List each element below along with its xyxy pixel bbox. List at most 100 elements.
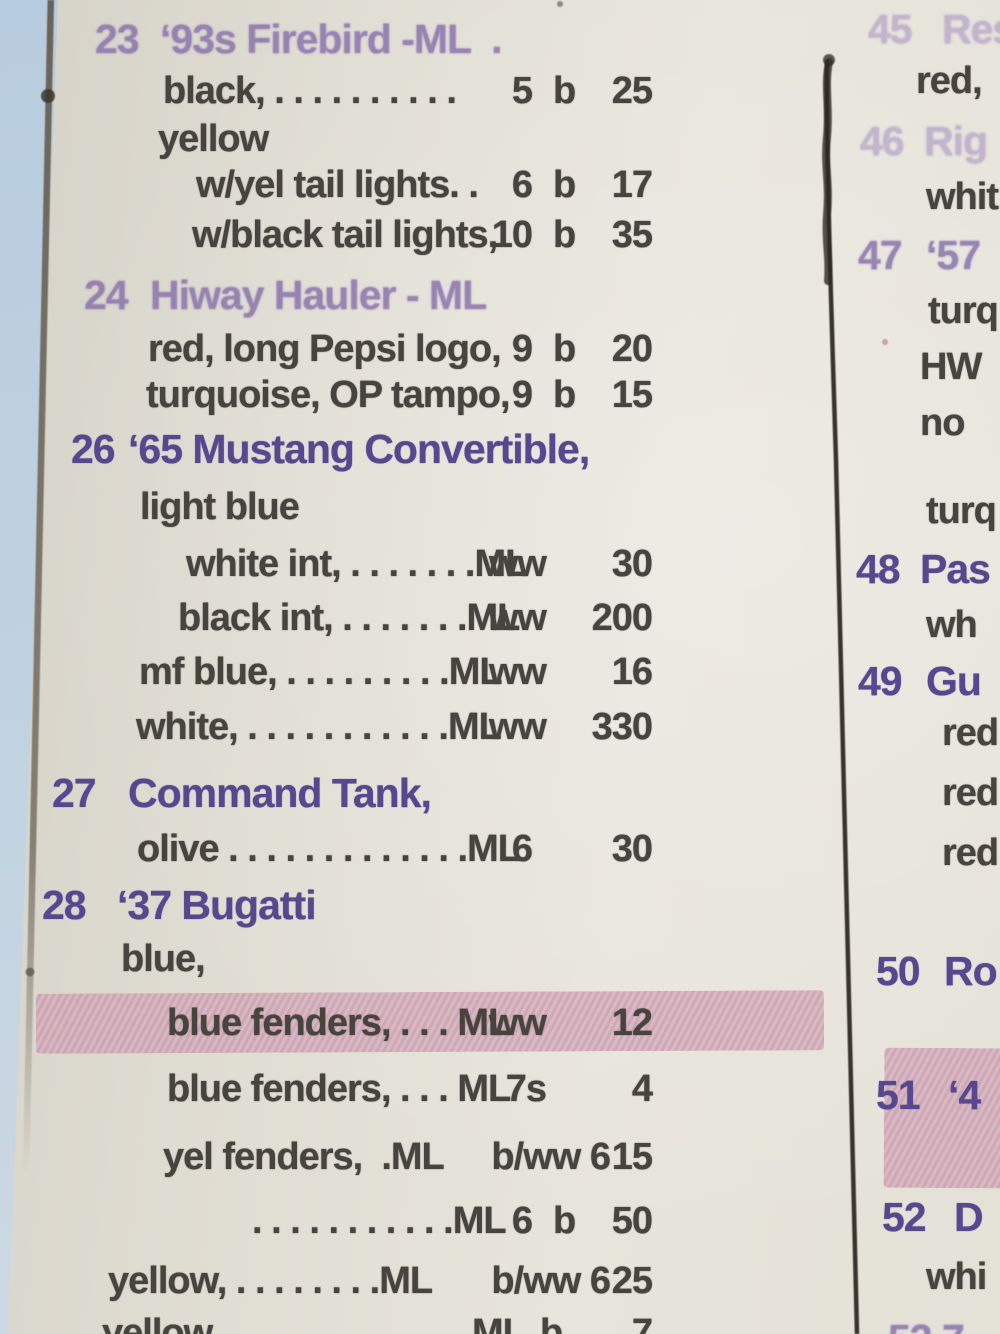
qty: ww [488,543,547,585]
qty: 10 [491,214,533,256]
variant-row-highlighted: blue fenders, . . . ML ww 12 [0,1002,832,1054]
item-title: Gu [926,658,982,704]
price: 50 [611,1200,653,1242]
price: 20 [611,328,653,370]
variant-desc: yellow [102,1312,213,1334]
variant-row: yellow [0,118,832,170]
variant-row: red [0,772,1000,824]
variant-desc: whit [926,176,999,218]
price: 35 [611,214,653,256]
variant-desc: blue, [121,938,206,980]
qty: 6 [511,1200,533,1242]
variant-row: white, . . . . . . . . . . .ML ww 330 [0,706,832,758]
variant-row: mf blue, . . . . . . . . .ML ww 16 [0,651,832,703]
qty: 5 [511,70,533,112]
item-title: ‘65 Mustang Convertible, [128,426,590,472]
item-heading-partial: 53 7 [0,1316,1000,1334]
variant-row: whit [0,176,1000,228]
price: 200 [591,597,653,639]
item-number: 53 7 [888,1316,965,1334]
qty: b/ww 6 [491,1260,611,1302]
variant-row: . . . . . . . . . . .ML b 6 50 [0,1200,832,1252]
variant-row: w/yel tail lights. . b 6 17 [0,164,832,216]
variant-desc: HW [920,346,982,388]
item-title: ‘93s Firebird -ML . [160,16,502,62]
variant-row: no [0,402,1000,454]
qty: 9 [511,374,533,416]
item-heading: 46 Rig [0,118,1000,170]
price: 15 [611,374,653,416]
variant-row: turq [0,490,1000,542]
code: b [553,328,576,370]
variant-desc: red, [916,60,983,102]
variant-desc: w/black tail lights, [192,214,498,256]
price: 30 [611,543,653,585]
item-number: 48 [856,546,901,592]
ink-blob [41,89,55,103]
item-number: 45 [868,6,913,52]
variant-desc: black, . . . . . . . . . . [163,70,457,112]
variant-row: whi [0,1256,1000,1308]
variant-desc: yellow, . . . . . . . .ML [108,1260,433,1302]
variant-row: yel fenders, .ML b/ww 6 15 [0,1136,832,1188]
qty: b [540,1312,563,1334]
item-title: Pas [920,546,991,592]
code: b [553,1200,576,1242]
variant-desc: blue fenders, . . . ML [167,1002,511,1044]
price: 17 [611,164,653,206]
variant-desc: white, . . . . . . . . . . .ML [136,706,502,748]
item-title: Rig [924,118,988,164]
variant-desc: yellow [158,118,269,160]
item-heading: 45 Res [0,6,1000,58]
qty: ww [488,706,547,748]
code: ML [472,1312,526,1334]
column-divider-ink-overlay [822,58,833,285]
code: b [553,214,576,256]
price: 16 [611,651,653,693]
qty: 7s [505,1068,547,1110]
qty: b/ww 6 [491,1136,611,1178]
variant-desc: black int, . . . . . . .ML [178,597,520,639]
variant-row-partial: yellow ML b 7 [0,1312,832,1334]
variant-row: white int, . . . . . . .ML ww 30 [0,543,832,595]
variant-desc: red, long Pepsi logo, [148,328,502,370]
ink-speck [557,1,563,7]
price: 4 [631,1068,653,1110]
price: 330 [591,706,653,748]
item-number: 51 [876,1072,921,1118]
item-heading: 48 Pas [0,546,1000,598]
price: 12 [611,1002,653,1044]
variant-row: light blue [0,486,832,538]
variant-desc: red [942,712,999,754]
variant-row: yellow, . . . . . . . .ML b/ww 6 25 [0,1260,832,1312]
code: b [553,164,576,206]
item-heading: 49 Gu [0,658,1000,710]
item-number: 52 [882,1194,927,1240]
variant-row: turq [0,290,1000,342]
variant-row: red [0,832,1000,884]
item-number: 28 [42,882,87,928]
qty: ww [488,597,547,639]
ink-blob [25,967,35,977]
variant-row: blue fenders, . . . ML 7s 4 [0,1068,832,1120]
price: 15 [611,1136,653,1178]
item-heading-highlighted: 51 ‘4 [0,1072,1000,1124]
item-heading: 28 ‘37 Bugatti [0,882,832,934]
code: b [553,374,576,416]
price: 25 [611,70,653,112]
red-speck [882,339,888,345]
item-title: Ro [944,948,998,994]
item-number: 46 [860,118,905,164]
variant-desc: white int, . . . . . . .ML [186,543,528,585]
qty: ww [488,1002,547,1044]
item-title: ‘37 Bugatti [117,882,317,928]
price: 25 [611,1260,653,1302]
item-number: 47 [858,232,903,278]
item-title: Command Tank, [128,770,432,816]
code: b [553,70,576,112]
variant-row: red, [0,60,1000,112]
